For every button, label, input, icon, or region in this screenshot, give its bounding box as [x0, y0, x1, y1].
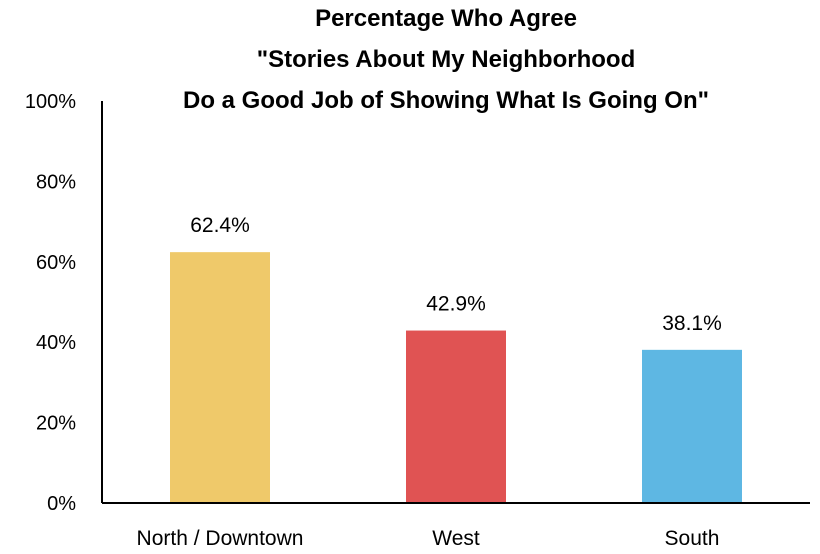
bars: [170, 252, 742, 503]
x-category-label: South: [665, 527, 720, 550]
data-label: 42.9%: [426, 293, 486, 316]
y-tick-label: 20%: [36, 413, 76, 435]
category-labels: North / Downtown West South: [137, 527, 720, 550]
y-tick-label: 100%: [25, 91, 76, 113]
y-tick-label: 0%: [47, 493, 76, 515]
data-label: 62.4%: [190, 214, 250, 237]
data-label: 38.1%: [662, 312, 722, 335]
x-category-label: North / Downtown: [137, 527, 304, 550]
chart-title-line-3: Do a Good Job of Showing What Is Going O…: [183, 87, 709, 114]
y-tick-label: 60%: [36, 252, 76, 274]
x-category-label: West: [432, 527, 480, 550]
data-labels: 62.4% 42.9% 38.1%: [190, 214, 722, 335]
chart-title-line-1: Percentage Who Agree: [315, 5, 577, 32]
y-axis-ticks: 0% 20% 40% 60% 80% 100%: [25, 91, 76, 515]
y-tick-label: 40%: [36, 332, 76, 354]
bar: [642, 349, 742, 503]
chart-title: Percentage Who Agree "Stories About My N…: [183, 5, 709, 114]
bar: [170, 252, 270, 503]
bar: [406, 330, 506, 503]
chart-title-line-2: "Stories About My Neighborhood: [257, 46, 635, 73]
y-tick-label: 80%: [36, 171, 76, 193]
